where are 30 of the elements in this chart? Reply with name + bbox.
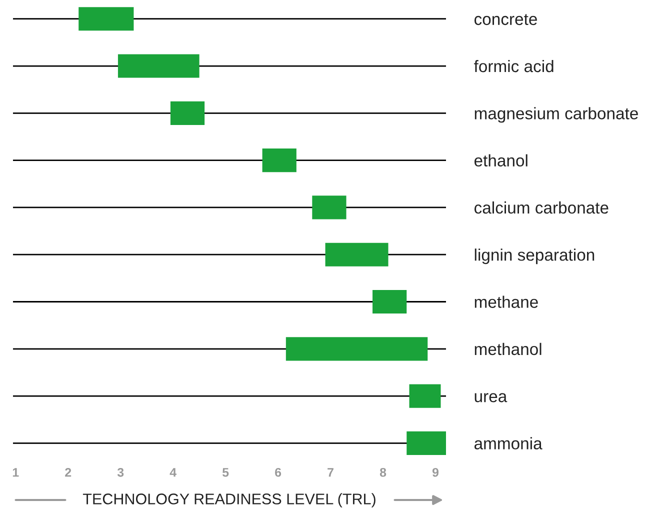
bar <box>372 290 407 314</box>
x-axis-title: TECHNOLOGY READINESS LEVEL (TRL) <box>82 493 376 508</box>
bar <box>78 7 134 31</box>
y-tick-label: urea <box>474 393 508 402</box>
x-tick-label: 4 <box>170 468 176 477</box>
bar <box>406 431 446 455</box>
y-tick-label: ethanol <box>474 154 528 167</box>
y-tick-label: formic acid <box>474 60 554 72</box>
bar <box>286 337 428 361</box>
x-tick-label: 5 <box>222 468 229 477</box>
bar <box>170 101 205 125</box>
x-tick-label: 9 <box>432 468 439 477</box>
y-tick-label: concrete <box>474 14 537 26</box>
x-tick-label: 3 <box>117 468 124 477</box>
bar <box>409 384 441 408</box>
x-tick-label: 2 <box>65 468 72 477</box>
y-tick-label: lignin separation <box>474 248 594 264</box>
bar <box>118 54 200 78</box>
bar <box>262 148 296 172</box>
y-tick-label: methane <box>474 296 538 308</box>
y-tick-label: ammonia <box>474 437 542 450</box>
x-tick-label: 6 <box>275 468 282 477</box>
bar <box>312 196 346 220</box>
y-tick-label: magnesium carbonate <box>474 107 638 123</box>
bar <box>325 242 388 266</box>
x-tick-label: 8 <box>380 468 386 477</box>
y-tick-label: methanol <box>474 342 542 356</box>
x-tick-label: 7 <box>328 468 334 477</box>
x-tick-label: 1 <box>12 468 19 477</box>
y-tick-label: calcium carbonate <box>474 201 608 214</box>
